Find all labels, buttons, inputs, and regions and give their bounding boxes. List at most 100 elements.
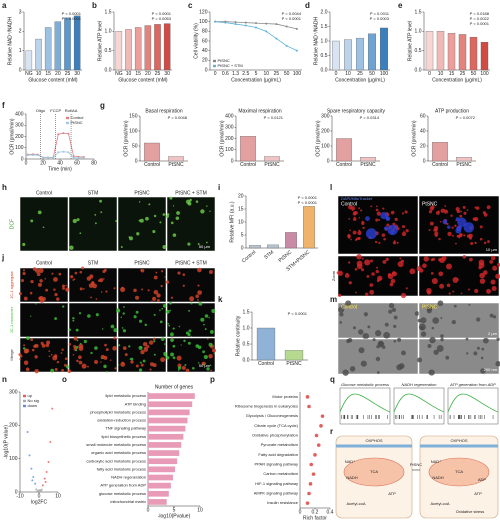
- image-speck: [348, 236, 351, 239]
- bar: [240, 136, 256, 162]
- image-speck: [361, 268, 365, 272]
- image-speck: [79, 232, 82, 235]
- column-label: PtSNC: [134, 190, 150, 196]
- image-speck: [198, 301, 203, 306]
- point: [30, 467, 33, 470]
- image-speck: [438, 271, 444, 277]
- image-speck: [159, 221, 162, 224]
- image-speck: [36, 272, 41, 277]
- image-speck: [83, 288, 85, 290]
- x-tick-label: 25: [357, 71, 363, 77]
- image-speck: [79, 342, 82, 345]
- image-speck: [122, 312, 125, 315]
- point: [255, 26, 257, 29]
- image-speck: [156, 293, 161, 298]
- bar: [285, 232, 297, 249]
- point: [57, 133, 60, 136]
- image-speck: [72, 218, 77, 224]
- image-speck: [414, 311, 420, 316]
- image-speck: [153, 214, 157, 218]
- y-tick-label: 120: [199, 9, 208, 15]
- y-tick-label: 1.0: [415, 29, 422, 35]
- image-speck: [122, 329, 127, 333]
- image-speck: [456, 234, 460, 238]
- image-speck: [382, 259, 387, 264]
- x-axis-label: -log10(Pvalue): [158, 513, 191, 519]
- legend-label: No sig: [28, 398, 39, 403]
- bar: [344, 39, 352, 71]
- image-speck: [480, 368, 486, 374]
- bar: [64, 17, 71, 71]
- image-speck: [457, 217, 467, 227]
- y-tick-label: 200: [9, 423, 18, 429]
- point: [62, 150, 65, 153]
- bar: [25, 50, 33, 71]
- image-speck: [378, 278, 381, 281]
- dot: [320, 414, 325, 418]
- image-speck: [58, 272, 62, 276]
- image-speck: [403, 230, 405, 232]
- image-speck: [213, 353, 215, 355]
- image-speck: [130, 360, 134, 364]
- image-speck: [140, 346, 143, 349]
- bar: [284, 350, 304, 361]
- image-speck: [211, 348, 217, 353]
- diagram-label: ATP: [474, 491, 482, 496]
- image-speck: [138, 219, 141, 222]
- column-label: PtSNC + STM: [175, 190, 207, 196]
- gsea-frame: [447, 387, 499, 425]
- image-speck: [54, 317, 58, 320]
- y-tick-label: 100: [15, 145, 24, 151]
- x-tick-label: -10: [16, 493, 23, 499]
- image-speck: [153, 313, 156, 316]
- image-speck: [169, 196, 173, 200]
- image-speck: [118, 344, 121, 347]
- image-speck: [369, 289, 375, 295]
- image-speck: [441, 255, 447, 261]
- image-speck: [369, 283, 374, 287]
- scale-label: 200 nm: [484, 367, 498, 372]
- image-speck: [74, 271, 78, 275]
- micrograph: [68, 196, 118, 252]
- image-speck: [483, 241, 487, 245]
- image-speck: [113, 328, 118, 333]
- image-speck: [490, 255, 496, 261]
- image-speck: [180, 344, 182, 346]
- image-speck: [476, 317, 481, 322]
- image-speck: [206, 241, 208, 244]
- column-label: Control: [341, 304, 357, 310]
- image-speck: [453, 304, 457, 308]
- x-tick-label: 1.3: [232, 71, 239, 77]
- image-speck: [120, 316, 123, 319]
- y-axis-label: Cell viability (%): [193, 23, 199, 59]
- image-speck: [90, 296, 93, 299]
- x-tick-label: 40: [57, 160, 63, 166]
- column-label: STM: [88, 260, 99, 266]
- image-speck: [459, 214, 463, 218]
- legend-swatch: [213, 59, 216, 63]
- panel-letter: f: [2, 101, 5, 110]
- annotation: P = 0.0003: [370, 16, 390, 21]
- bar: [148, 499, 167, 505]
- image-speck: [452, 277, 459, 283]
- image-speck: [433, 349, 439, 355]
- image-speck: [436, 345, 444, 352]
- image-speck: [352, 326, 357, 330]
- point: [44, 481, 47, 483]
- image-speck: [56, 297, 60, 301]
- image-speck: [204, 328, 207, 331]
- enrichment-curve: [447, 393, 499, 413]
- image-speck: [369, 259, 373, 263]
- image-speck: [388, 309, 393, 314]
- image-speck: [209, 364, 212, 366]
- image-speck: [401, 225, 406, 229]
- image-speck: [141, 288, 144, 291]
- point: [224, 21, 227, 24]
- image-speck: [376, 371, 380, 374]
- image-speck: [169, 301, 173, 305]
- image-speck: [120, 245, 123, 249]
- image-speck: [361, 257, 364, 260]
- image-speck: [422, 263, 427, 269]
- micrograph: [19, 302, 69, 338]
- diagram-label: TCA: [455, 469, 463, 474]
